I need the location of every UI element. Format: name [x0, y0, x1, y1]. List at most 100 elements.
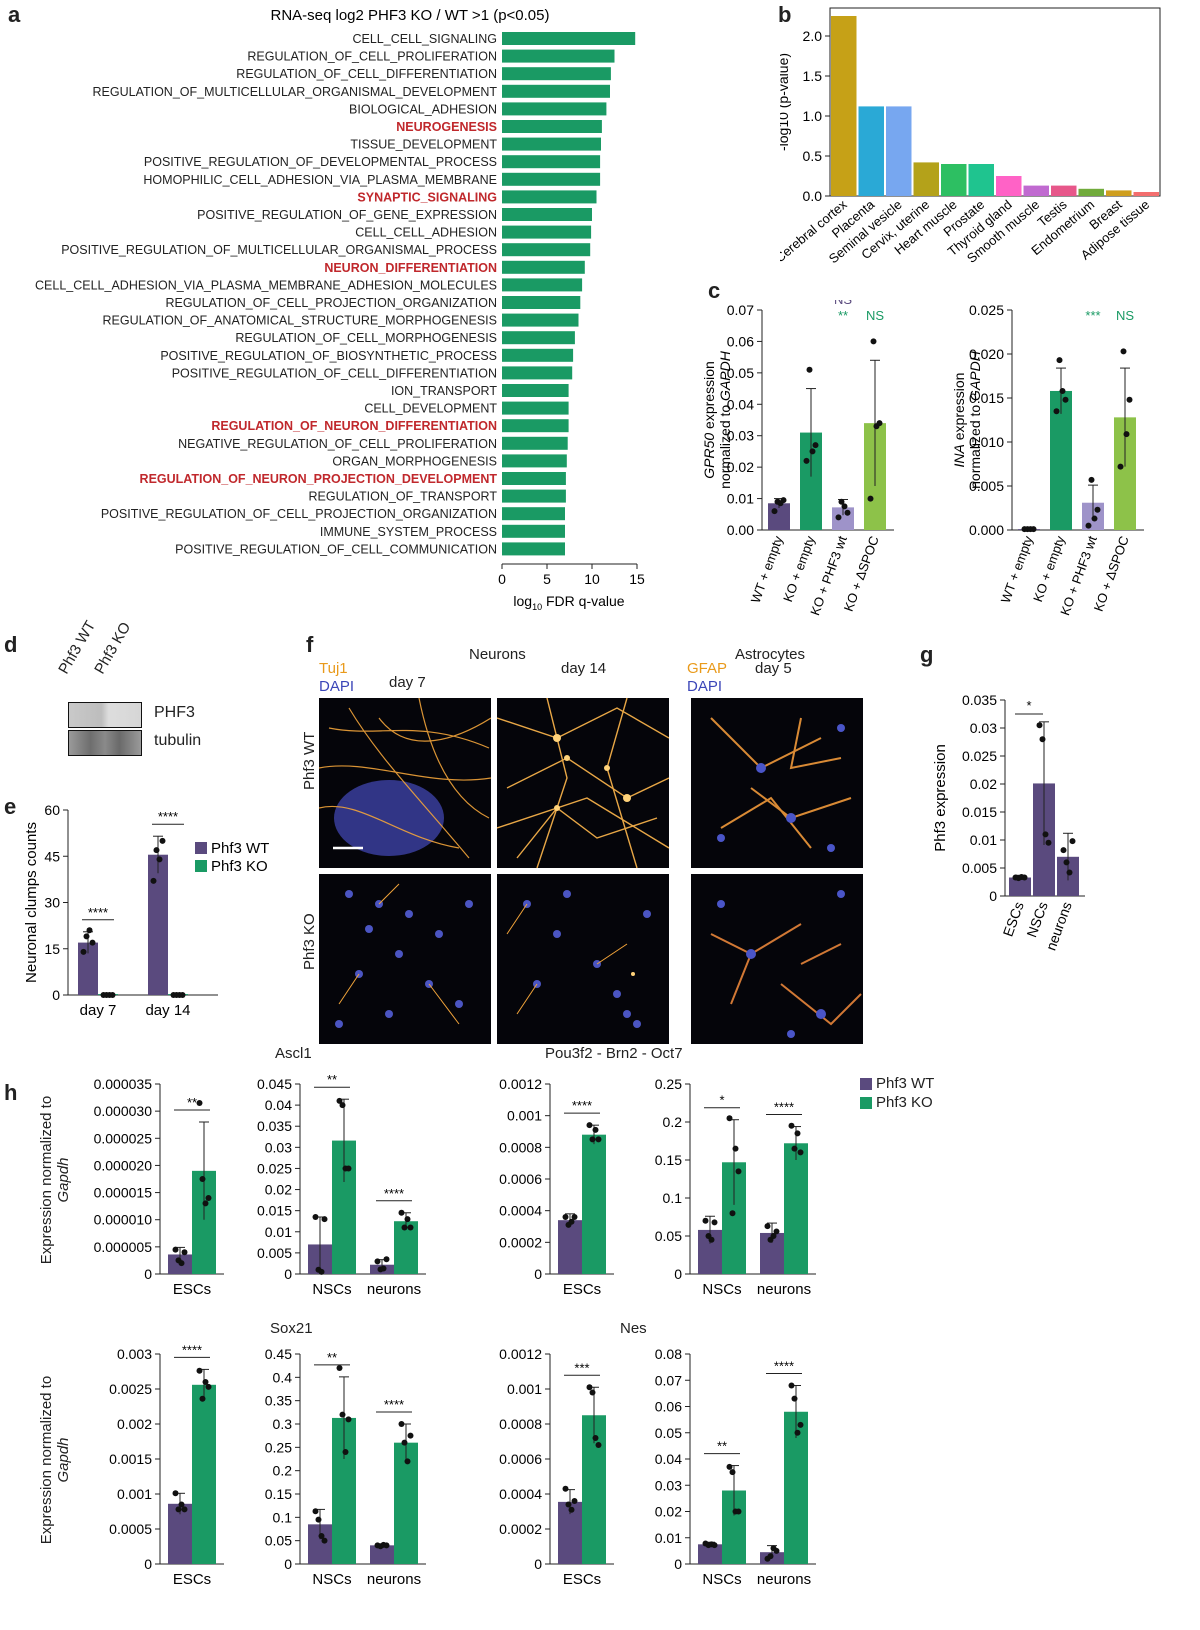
chart-h2-ytick-label: 0.02	[265, 1182, 292, 1198]
chart-c1-xtick-label: WT + empty	[748, 533, 786, 605]
micrograph-ko-day14	[497, 874, 669, 1044]
chart-h-nes-escs: 0 0.0002 0.0004 0.0006 0.0008 0.001 0.0012 *** E…	[499, 1346, 614, 1588]
chart-h4-point	[773, 1228, 780, 1235]
chart-a-label: POSITIVE_REGULATION_OF_CELL_COMMUNICATIO…	[175, 542, 497, 556]
chart-h5-point	[181, 1506, 188, 1513]
chart-c2-point	[1091, 515, 1098, 522]
chart-h2-ytick-label: 0	[284, 1266, 292, 1282]
chart-h8-point	[729, 1469, 736, 1476]
chart-h2-xtick-label: NSCs	[312, 1281, 351, 1298]
chart-h8-point	[788, 1382, 795, 1389]
chart-h4-ytick-label: 0	[674, 1266, 682, 1282]
chart-h3-point	[592, 1126, 599, 1133]
chart-c1-ytick-label: 0.07	[727, 302, 754, 318]
chart-h5-ytick-label: 0.0015	[109, 1451, 152, 1467]
chart-c1-xtick-label: KO + empty	[780, 533, 818, 603]
h-ylabel-bottom-text: Expression normalized to	[38, 1375, 55, 1545]
chart-h1-point	[205, 1195, 212, 1201]
chart-b-bar	[913, 162, 939, 196]
micrograph-ko-day14-image	[506, 890, 651, 1028]
micrograph-ko-day7	[319, 874, 491, 1044]
chart-c1-ylabel: GPR50 expression	[701, 361, 717, 479]
chart-c1-sig-top: *	[872, 300, 877, 307]
chart-h6-point	[336, 1365, 343, 1371]
chart-h1-point	[196, 1100, 203, 1106]
h-title-nes: Nes	[620, 1320, 647, 1337]
chart-a-label: HOMOPHILIC_CELL_ADHESION_VIA_PLASMA_MEMB…	[143, 173, 497, 187]
chart-h2-point	[374, 1258, 381, 1265]
chart-h8-ytick-label: 0.06	[655, 1399, 682, 1415]
h-ylabel-top-text: Expression normalized to	[38, 1095, 55, 1265]
chart-h6-xtick-label: NSCs	[312, 1571, 351, 1588]
chart-e-legend-label: Phf3 KO	[211, 858, 268, 875]
chart-h4-xtick-label: neurons	[757, 1281, 811, 1298]
chart-a-bar	[502, 172, 601, 186]
chart-a-bar	[502, 489, 566, 503]
chart-h6-point	[318, 1533, 325, 1539]
chart-h1-ytick-label: 0.000035	[94, 1076, 153, 1092]
chart-a-enrichment: RNA-seq log2 PHF3 KO / WT >1 (p<0.05) CEL…	[35, 7, 645, 612]
chart-c2-sig-top: ****	[1051, 300, 1071, 307]
chart-h4-point	[770, 1233, 777, 1239]
western-blot: Phf3 WT Phf3 KO PHF3 tubulin	[55, 618, 280, 790]
chart-e-point	[86, 927, 93, 934]
chart-h8-xtick-label: neurons	[757, 1571, 811, 1588]
chart-h7-xtick-label: ESCs	[563, 1571, 601, 1588]
chart-b-bar	[1051, 185, 1077, 196]
chart-c1-ytick-label: 0.03	[727, 428, 754, 444]
h-legend-ko: Phf3 KO	[860, 1094, 934, 1111]
label-dapi-2: DAPI	[687, 678, 723, 695]
chart-g-point	[1060, 847, 1067, 854]
chart-h2-point	[404, 1216, 411, 1223]
chart-h7-ytick-label: 0.0004	[499, 1486, 542, 1502]
chart-c2-xtick-label: WT + empty	[998, 533, 1036, 605]
chart-a-bar	[502, 137, 601, 151]
chart-h1-point	[178, 1260, 185, 1267]
chart-e-point	[159, 837, 166, 844]
chart-h2-point	[336, 1097, 343, 1104]
chart-h2-point	[321, 1216, 328, 1223]
chart-h1-point	[202, 1200, 209, 1207]
chart-a-label: TISSUE_DEVELOPMENT	[350, 138, 497, 152]
chart-h2-sig: ****	[384, 1186, 404, 1201]
chart-c2-point	[1126, 396, 1133, 403]
h-title-sox21: Sox21	[270, 1320, 313, 1337]
chart-h8-point	[794, 1429, 801, 1436]
chart-h1-xtick-label: ESCs	[173, 1281, 211, 1298]
chart-b-bar	[1106, 190, 1132, 196]
chart-h3-bar	[558, 1220, 582, 1274]
chart-h2-point	[318, 1268, 325, 1275]
chart-a-xtick-label: 15	[629, 571, 645, 587]
chart-c1-ytick-label: 0.05	[727, 365, 754, 381]
chart-h3-ytick-label: 0	[534, 1266, 542, 1282]
chart-a-label: NEURON_DIFFERENTIATION	[324, 261, 497, 275]
chart-b-ytick-label: 1.0	[803, 108, 823, 124]
chart-h5-ytick-label: 0.002	[117, 1416, 152, 1432]
chart-h2-point	[380, 1265, 387, 1272]
chart-g-sig: *	[1026, 698, 1031, 713]
chart-h-pou-nscs: 0 0.05 0.1 0.15 0.2 0.25 * NSCs **** neurons	[655, 1076, 816, 1298]
chart-a-title: RNA-seq log2 PHF3 KO / WT >1 (p<0.05)	[270, 7, 549, 24]
chart-g-point	[1042, 831, 1049, 838]
chart-c2-point	[1117, 463, 1124, 470]
chart-h7-ytick-label: 0.0002	[499, 1521, 542, 1537]
chart-a-xtick-label: 10	[584, 571, 600, 587]
chart-h7-ytick-label: 0.0012	[499, 1346, 542, 1362]
chart-h3-xtick-label: ESCs	[563, 1281, 601, 1298]
chart-a-bar	[502, 120, 602, 133]
chart-a-label: POSITIVE_REGULATION_OF_GENE_EXPRESSION	[197, 208, 497, 222]
chart-h2-point	[401, 1224, 408, 1231]
chart-g-ytick-label: 0.01	[970, 832, 997, 848]
chart-h6-ytick-label: 0.1	[273, 1509, 293, 1525]
chart-a-label: REGULATION_OF_TRANSPORT	[309, 490, 498, 504]
chart-h4-point	[708, 1236, 715, 1243]
h-title-ascl1: Ascl1	[275, 1045, 312, 1062]
chart-e-ytick-label: 30	[44, 895, 60, 911]
chart-h3-ytick-label: 0.001	[507, 1108, 542, 1124]
chart-c2-ytick-label: 0.020	[969, 346, 1004, 362]
chart-h1-ytick-label: 0.000010	[94, 1212, 153, 1228]
chart-h3-ytick-label: 0.0012	[499, 1076, 542, 1092]
chart-h7-point	[592, 1435, 599, 1441]
chart-h5-ytick-label: 0.0025	[109, 1381, 152, 1397]
h-legend-wt: Phf3 WT	[860, 1075, 934, 1092]
